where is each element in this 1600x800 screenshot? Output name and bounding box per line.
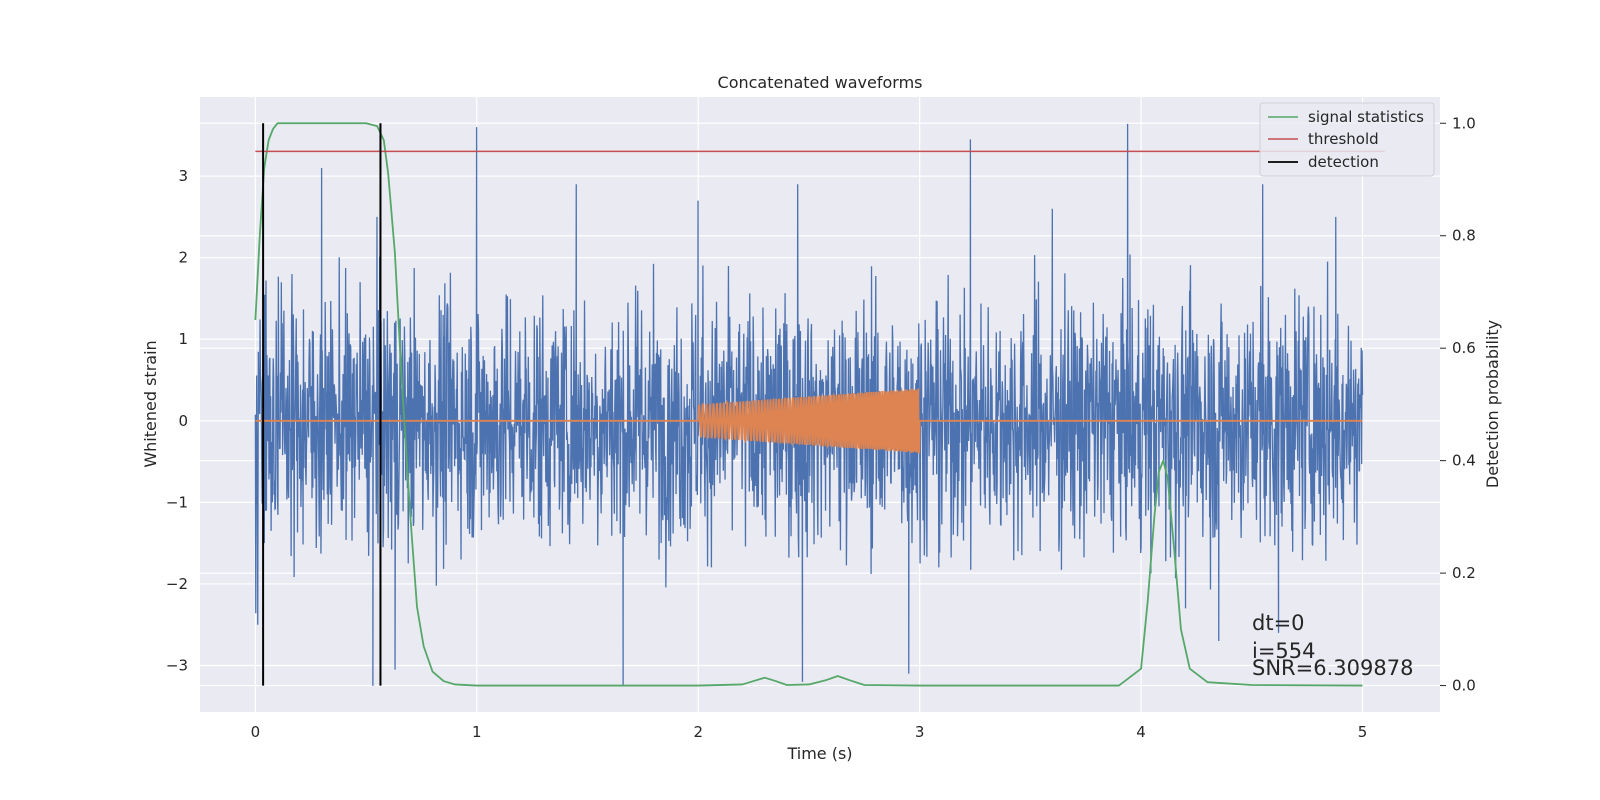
annotation-dt: dt=0 <box>1252 611 1305 635</box>
legend: signal statistics threshold detection <box>1259 102 1435 177</box>
right-tick-label: 0.6 <box>1452 339 1476 357</box>
y-axis-ticks: −3 −2 −1 0 1 2 3 <box>166 167 188 674</box>
y-tick-label: 0 <box>178 412 188 430</box>
annotation-index: i=554 <box>1252 639 1316 663</box>
x-tick-label: 2 <box>693 723 703 741</box>
x-axis-ticks: 0 1 2 3 4 5 <box>251 723 1368 741</box>
right-tick-label: 0.0 <box>1452 677 1476 695</box>
x-tick-label: 0 <box>251 723 261 741</box>
series-strain <box>254 123 1364 686</box>
data-marks <box>254 122 1385 687</box>
x-tick-label: 4 <box>1136 723 1146 741</box>
annotation-block: dt=0 i=554 SNR=6.309878 <box>1252 611 1413 680</box>
right-tick-label: 0.4 <box>1452 452 1476 470</box>
y-tick-label: 2 <box>178 249 188 267</box>
series-signal-statistics <box>254 122 1363 687</box>
x-tick-label: 3 <box>915 723 925 741</box>
y-tick-label: 1 <box>178 330 188 348</box>
y-tick-label: −1 <box>166 493 188 511</box>
y-tick-label: −2 <box>166 575 188 593</box>
right-tick-label: 1.0 <box>1452 114 1476 132</box>
legend-box <box>1259 102 1435 177</box>
right-axis-ticks: 0.0 0.2 0.4 0.6 0.8 1.0 <box>1440 114 1476 695</box>
right-axis-label: Detection probability <box>1483 320 1502 488</box>
series-template <box>255 388 1363 454</box>
x-axis-label: Time (s) <box>786 744 852 763</box>
chart-title: Concatenated waveforms <box>718 73 923 92</box>
right-tick-label: 0.2 <box>1452 564 1476 582</box>
y-tick-label: 3 <box>178 167 188 185</box>
y-tick-label: −3 <box>166 657 188 675</box>
legend-label-detection: detection <box>1308 153 1379 171</box>
right-tick-label: 0.8 <box>1452 227 1476 245</box>
annotation-snr: SNR=6.309878 <box>1252 656 1413 680</box>
legend-label-threshold: threshold <box>1308 130 1379 148</box>
x-tick-label: 1 <box>472 723 482 741</box>
x-tick-label: 5 <box>1358 723 1368 741</box>
y-axis-label: Whitened strain <box>141 340 160 467</box>
legend-label-signal-statistics: signal statistics <box>1308 108 1424 126</box>
